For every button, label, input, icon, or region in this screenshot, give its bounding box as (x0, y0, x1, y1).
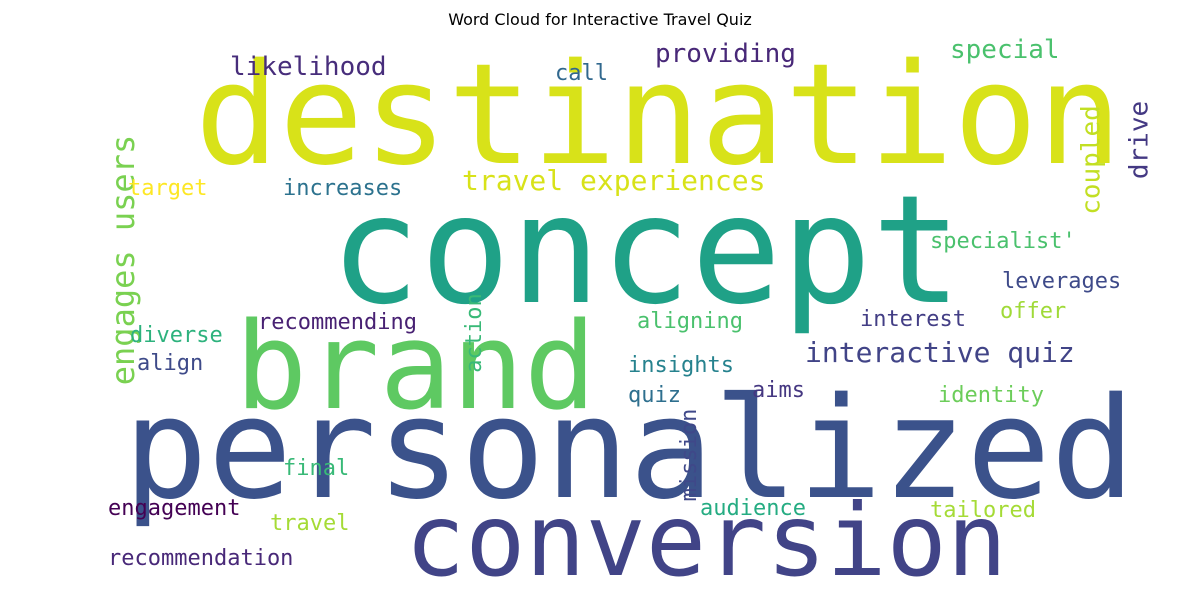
word-conversion: conversion (405, 482, 1007, 599)
word-target: target (128, 176, 207, 201)
word-engagement: engagement (108, 496, 240, 521)
word-travel-experiences: travel experiences (462, 164, 765, 197)
word-coupled: coupled (1077, 105, 1107, 215)
word-brand: brand (235, 298, 596, 437)
word-special: special (950, 35, 1060, 65)
word-offer: offer (1000, 299, 1066, 324)
word-providing: providing (655, 39, 796, 69)
chart-title: Word Cloud for Interactive Travel Quiz (448, 10, 752, 29)
word-identity: identity (938, 383, 1044, 408)
word-engages-users: engages users (104, 135, 142, 385)
word-destination: destination (195, 34, 1122, 197)
word-final: final (283, 456, 349, 481)
word-recommending: recommending (258, 310, 417, 335)
word-interest: interest (860, 307, 966, 332)
word-leverages: leverages (1002, 269, 1121, 294)
word-mission: mission (677, 409, 702, 502)
word-personalized: personalized (124, 368, 1135, 531)
word-insights: insights (628, 353, 734, 378)
word-likelihood: likelihood (230, 52, 387, 82)
word-audience: audience (700, 496, 806, 521)
word-diverse: diverse (130, 323, 223, 348)
word-travel: travel (270, 511, 349, 536)
word-concept: concept (330, 164, 962, 338)
word-specialist: specialist' (930, 229, 1076, 254)
word-call: call (555, 61, 608, 86)
word-interactive-quiz: interactive quiz (805, 336, 1075, 369)
word-quiz: quiz (628, 383, 681, 408)
word-align: align (137, 351, 203, 376)
word-drive: drive (1125, 101, 1155, 179)
word-aims: aims (752, 378, 805, 403)
word-increases: increases (283, 176, 402, 201)
word-action: action (462, 293, 487, 372)
word-aligning: aligning (637, 309, 743, 334)
word-tailored: tailored (930, 498, 1036, 523)
word-recommendation: recommendation (108, 546, 293, 571)
